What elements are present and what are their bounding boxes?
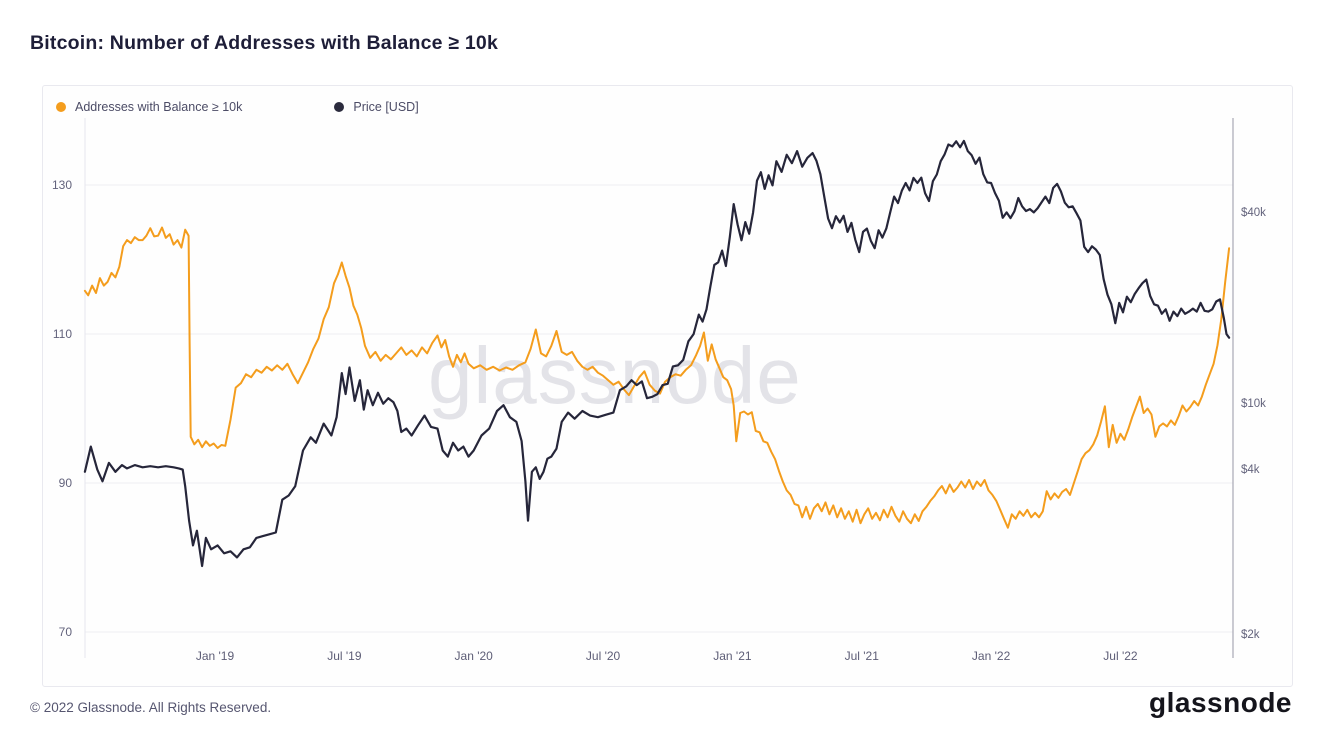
left-axis-tick-label: 110: [53, 327, 72, 341]
right-axis-tick-label: $4k: [1241, 464, 1260, 476]
legend-label-addresses: Addresses with Balance ≥ 10k: [75, 100, 243, 114]
glassnode-logo: glassnode: [1149, 687, 1292, 718]
x-axis-tick-label: Jul '21: [845, 649, 880, 663]
x-axis-tick-label: Jul '20: [586, 649, 621, 663]
legend-item-addresses[interactable]: Addresses with Balance ≥ 10k: [56, 100, 242, 114]
x-axis-tick-label: Jul '22: [1103, 649, 1138, 663]
x-axis-tick-label: Jan '20: [455, 649, 494, 663]
chart-legend: Addresses with Balance ≥ 10k Price [USD]: [56, 100, 419, 114]
price-legend-dot-icon: [334, 102, 345, 112]
x-axis-tick-label: Jul '19: [327, 649, 362, 663]
left-axis-tick-label: 130: [52, 178, 72, 192]
footer-copyright: © 2022 Glassnode. All Rights Reserved.: [30, 700, 272, 715]
right-axis-tick-label: $2k: [1241, 629, 1260, 641]
x-axis-tick-label: Jan '19: [196, 649, 235, 663]
price-line: [83, 139, 1231, 568]
left-axis-tick-label: 70: [59, 625, 73, 639]
x-axis-tick-label: Jan '21: [713, 649, 752, 663]
addresses-line: [83, 226, 1231, 529]
page-title: Bitcoin: Number of Addresses with Balanc…: [30, 32, 498, 54]
legend-item-price[interactable]: Price [USD]: [334, 100, 419, 114]
right-axis-tick-label: $40k: [1241, 207, 1266, 219]
glassnode-watermark: glassnode: [428, 331, 802, 420]
left-axis-tick-label: 90: [59, 476, 73, 490]
right-axis-tick-label: $10k: [1241, 398, 1266, 410]
addresses-legend-dot-icon: [56, 102, 66, 112]
legend-label-price: Price [USD]: [353, 100, 419, 114]
x-axis-tick-label: Jan '22: [972, 649, 1011, 663]
